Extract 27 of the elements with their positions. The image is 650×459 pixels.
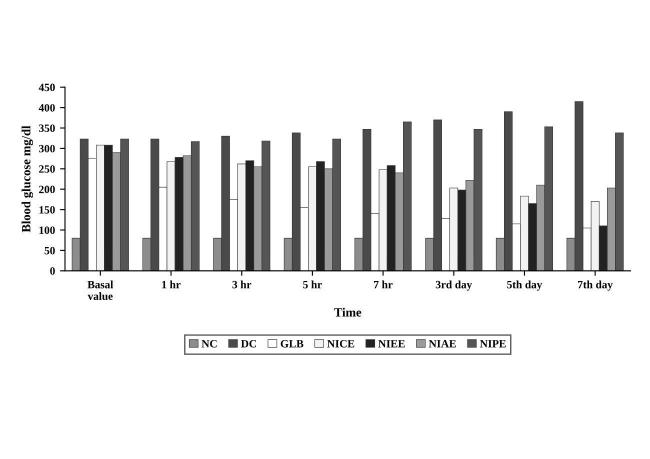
y-tick-label: 300 <box>39 144 55 152</box>
y-axis-title: Blood glucose mg/dl <box>22 126 34 232</box>
legend-label: NIPE <box>480 340 506 348</box>
x-axis-title: Time <box>334 308 362 317</box>
x-tick-label: 7 hr <box>374 280 393 288</box>
y-tick-label: 200 <box>39 186 55 194</box>
x-tick-label: 1 hr <box>162 280 181 288</box>
x-tick-label: 5th day <box>507 280 542 291</box>
legend-label: DC <box>241 340 256 348</box>
y-tick-label: 450 <box>38 84 55 92</box>
y-tick-label: 50 <box>44 246 55 254</box>
legend-label: NIAE <box>428 340 456 348</box>
x-tick-label: 5 hr <box>303 280 322 288</box>
y-tick-label: 350 <box>39 124 55 132</box>
y-tick-label: 250 <box>39 165 55 173</box>
legend-label: NIEE <box>378 340 405 348</box>
legend-label: NC <box>202 340 217 348</box>
y-tick-label: 100 <box>40 226 55 234</box>
y-tick-label: 400 <box>38 104 55 112</box>
x-tick-label: 7th day <box>578 280 613 291</box>
legend-label: NICE <box>327 340 354 348</box>
x-tick-label: 3rd day <box>436 280 472 291</box>
y-tick-label: 0 <box>50 267 55 275</box>
y-tick-label: 150 <box>40 206 55 214</box>
x-tick-label: Basal value <box>88 280 114 300</box>
x-tick-label: 3 hr <box>232 280 252 288</box>
legend-label: GLB <box>280 340 304 348</box>
